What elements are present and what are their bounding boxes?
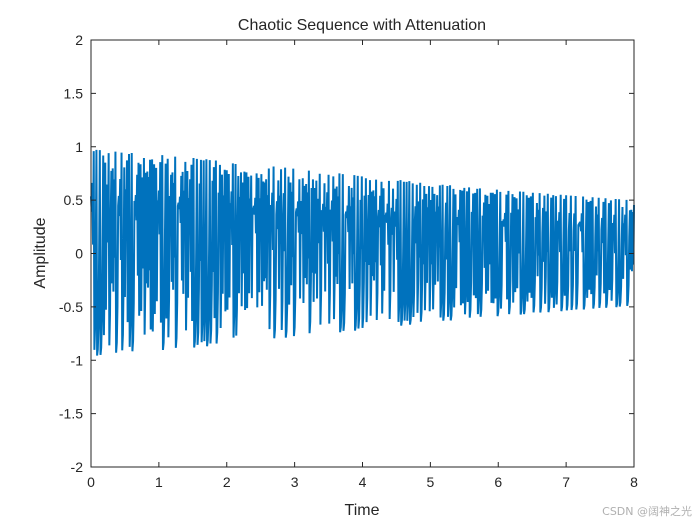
watermark: CSDN @阔神之光 xyxy=(602,505,692,518)
x-tick-label: 8 xyxy=(630,474,638,490)
y-tick-label: -2 xyxy=(71,459,84,475)
y-tick-label: -1.5 xyxy=(59,406,83,422)
x-tick-label: 0 xyxy=(87,474,95,490)
x-tick-label: 1 xyxy=(155,474,163,490)
y-tick-label: 0.5 xyxy=(64,192,84,208)
y-tick-label: 0 xyxy=(75,246,83,262)
x-axis-ticks: 0 1 2 3 4 5 6 7 8 xyxy=(87,40,638,490)
chart-title: Chaotic Sequence with Attenuation xyxy=(238,17,486,34)
y-tick-label: -1 xyxy=(71,352,84,368)
y-tick-label: 1.5 xyxy=(64,85,84,101)
x-tick-label: 2 xyxy=(223,474,231,490)
x-tick-label: 3 xyxy=(291,474,299,490)
y-tick-label: 1 xyxy=(75,139,83,155)
y-tick-label: -0.5 xyxy=(59,299,83,315)
x-tick-label: 5 xyxy=(426,474,434,490)
x-tick-label: 4 xyxy=(359,474,367,490)
x-axis-label: Time xyxy=(345,502,380,519)
x-tick-label: 6 xyxy=(494,474,502,490)
y-axis-ticks: 2 1.5 1 0.5 0 -0.5 -1 -1.5 -2 xyxy=(59,32,634,475)
y-tick-label: 2 xyxy=(75,32,83,48)
y-axis-label: Amplitude xyxy=(32,217,49,288)
x-tick-label: 7 xyxy=(562,474,570,490)
plot-layer xyxy=(90,149,635,356)
series-line-chaotic-sequence xyxy=(90,149,635,356)
